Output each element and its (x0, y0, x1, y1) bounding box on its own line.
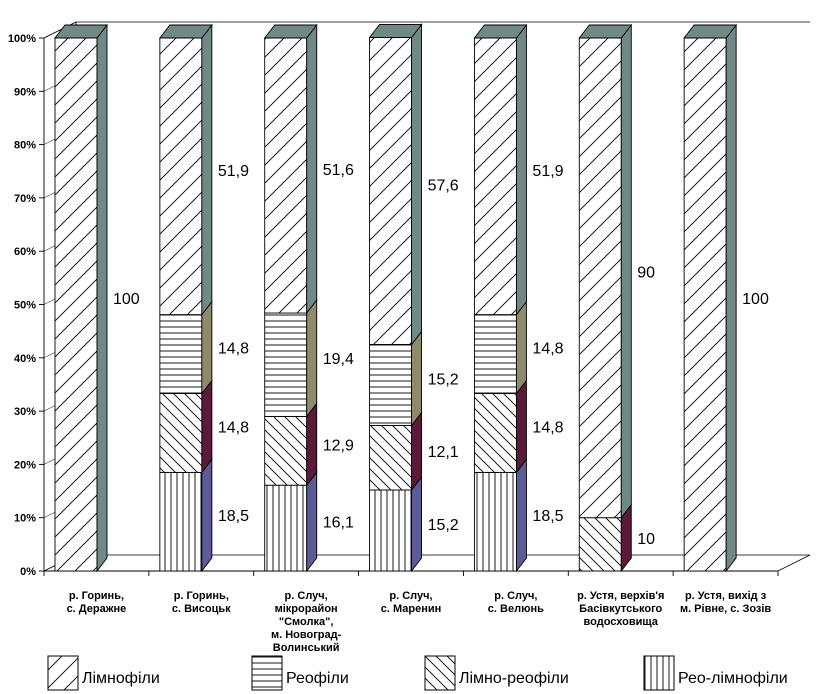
bar-segment-front (369, 344, 413, 426)
legend-swatch (251, 655, 283, 691)
y-tick-label: 90% (14, 86, 36, 98)
bar-segment-front (159, 314, 203, 394)
bar-segment-side (201, 458, 213, 573)
bar-top (683, 24, 738, 39)
chart-legend: Лімнофіли Реофіли Лімно-реофіли Рео-лімнофі… (47, 655, 788, 691)
chart-bars (54, 23, 738, 573)
bar-segment-side (515, 458, 527, 573)
bar-top (158, 24, 213, 39)
bar-segment-side (725, 23, 737, 573)
bar-segment-side (306, 23, 318, 315)
data-label: 90 (637, 264, 655, 281)
data-label: 14,8 (532, 341, 563, 358)
bar-top (473, 24, 528, 39)
y-tick-label: 10% (14, 513, 36, 525)
legend-swatch (643, 655, 675, 691)
bar-segment-front (264, 312, 308, 417)
y-tick-label: 50% (14, 300, 36, 312)
y-tick-label: 0% (20, 566, 36, 578)
bar-segment-side (201, 379, 213, 474)
bar-segment-side (515, 23, 527, 316)
category-label: р. Случ, мікрорайон "Смолка", м. Новоград-В… (271, 590, 342, 654)
data-label: 18,5 (218, 508, 249, 525)
bar-segment-front (578, 37, 622, 519)
bar-segment-side (411, 475, 423, 573)
legend-label: Рео-лімнофіли (678, 670, 788, 687)
bar-segment-front (54, 37, 98, 572)
bar-segment-front (578, 517, 622, 572)
bar-segment-side (306, 470, 318, 573)
bar-segment-side (411, 23, 423, 346)
bar-segment-side (515, 300, 527, 395)
data-label: 12,1 (428, 444, 459, 461)
data-label: 100 (742, 291, 769, 308)
data-label: 57,6 (428, 177, 459, 194)
data-label: 14,8 (532, 419, 563, 436)
bar-segment-front (473, 314, 517, 394)
data-label: 51,9 (218, 163, 249, 180)
legend-item: Реофіли (251, 655, 349, 691)
y-tick-label: 30% (14, 406, 36, 418)
category-label: р. Горинь, с. Деражне (67, 590, 127, 615)
legend-label: Лімнофіли (82, 670, 160, 687)
data-label: 10 (637, 531, 655, 548)
legend-swatch (47, 655, 79, 691)
bar-segment-front (473, 471, 517, 572)
data-label: 100 (113, 291, 140, 308)
bar-segment-front (264, 484, 308, 572)
data-label: 14,8 (218, 341, 249, 358)
bar-segment-front (369, 37, 413, 345)
bar-top (263, 24, 318, 39)
bar-segment-front (369, 425, 413, 491)
data-label: 51,6 (323, 162, 354, 179)
category-label: р. Устя, вихід з м. Рівне, с. Зозів (680, 590, 771, 615)
bar-segment-front (473, 393, 517, 473)
y-tick-label: 80% (14, 140, 36, 152)
bar-segment-side (96, 23, 108, 573)
bar-segment-front (473, 37, 517, 316)
data-label: 12,9 (323, 437, 354, 454)
bar-segment-front (159, 37, 203, 316)
data-label: 51,9 (532, 163, 563, 180)
bar-top (54, 24, 108, 39)
bar-segment-front (264, 37, 308, 314)
legend-label: Реофіли (286, 670, 349, 687)
data-label: 15,2 (428, 517, 459, 534)
bar-segment-front (159, 471, 203, 572)
bar-segment-side (411, 330, 423, 427)
bar-segment-side (201, 300, 213, 395)
data-label: 18,5 (532, 508, 563, 525)
category-label: р. Горинь, с. Висоцьк (172, 590, 231, 615)
bar-top (368, 24, 423, 38)
data-label: 16,1 (323, 515, 354, 532)
legend-item: Рео-лімнофіли (643, 655, 788, 691)
data-label: 14,8 (218, 419, 249, 436)
y-tick-label: 40% (14, 353, 36, 365)
bar-top (578, 24, 633, 39)
bar-segment-front (159, 393, 203, 473)
bar-segment-front (369, 489, 413, 572)
bar-segment-side (620, 23, 632, 520)
legend-item: Лімнофіли (47, 655, 160, 691)
legend-label: Лімно-реофіли (459, 670, 569, 687)
bar-segment-front (683, 37, 727, 572)
y-tick-label: 20% (14, 459, 36, 471)
category-label: р. Случ, с. Маренин (381, 590, 442, 615)
data-label: 15,2 (428, 371, 459, 388)
bar-segment-side (306, 298, 318, 418)
y-tick-label: 70% (14, 193, 36, 205)
category-label: р. Устя, верхів'я Басівкутського водосхови… (577, 590, 664, 628)
bar-segment-front (264, 415, 308, 486)
legend-item: Лімно-реофіли (424, 655, 569, 691)
y-tick-label: 100% (8, 33, 36, 45)
chart-labels: р. Горинь, с. Деражне р. Горинь, с. Висоцьк… (67, 162, 772, 654)
y-tick-label: 60% (14, 246, 36, 258)
legend-swatch (424, 655, 456, 691)
category-label: р. Случ, с. Велюнь (488, 590, 544, 615)
bar-segment-side (306, 402, 318, 487)
bar-segment-side (515, 379, 527, 474)
data-label: 19,4 (323, 351, 354, 368)
bar-segment-side (201, 23, 213, 316)
